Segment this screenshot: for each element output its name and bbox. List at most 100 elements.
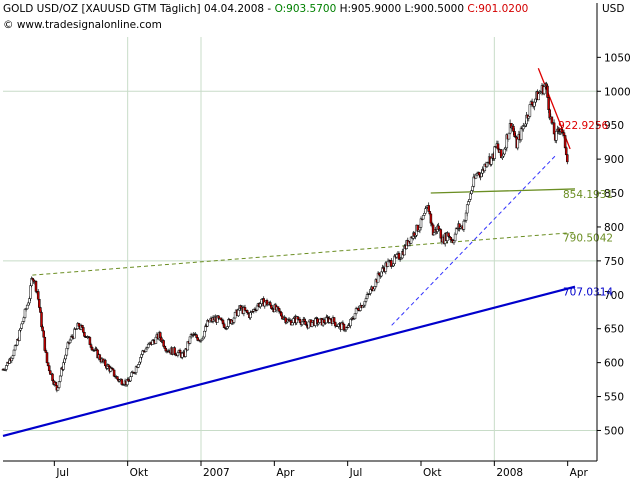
candle-body: [270, 304, 273, 309]
x-tick-label: Apr: [570, 467, 589, 479]
candle-body: [490, 157, 493, 165]
candle-body: [269, 302, 272, 306]
candle-body: [181, 352, 184, 358]
candle-body: [332, 317, 336, 323]
candle-body: [178, 349, 182, 354]
candle-body: [39, 307, 42, 313]
candle-body: [89, 344, 93, 348]
candle-body: [421, 215, 425, 220]
candle-body: [144, 348, 148, 352]
candle-body: [361, 305, 364, 309]
candle-body: [429, 213, 433, 224]
candle-body: [296, 316, 300, 320]
candle-body: [42, 330, 45, 338]
candle-body: [80, 325, 84, 328]
y-tick-label: 750: [604, 256, 624, 268]
candle-body: [44, 350, 48, 353]
candle-body: [480, 172, 483, 178]
candle-body: [503, 148, 506, 155]
y-tick-label: 800: [604, 222, 624, 234]
candle-body: [469, 193, 472, 200]
candle-body: [418, 227, 422, 231]
candle-body: [43, 336, 47, 351]
candle-body: [237, 309, 240, 317]
candle-body: [507, 132, 511, 140]
candle-body: [245, 310, 249, 313]
candle-body: [41, 326, 44, 332]
candle-body: [227, 319, 230, 327]
candle-body: [73, 328, 76, 339]
candle-body: [298, 319, 302, 323]
candle-body: [439, 229, 443, 239]
candle-body: [542, 86, 546, 95]
x-tick-label: Apr: [276, 467, 295, 479]
candle-body: [300, 321, 304, 325]
high-value: H:905.9000: [339, 3, 402, 15]
candle-body: [357, 307, 360, 311]
x-tick-label: 2008: [496, 467, 523, 479]
candle-body: [530, 101, 534, 105]
y-tick-label: 500: [604, 425, 624, 437]
candle-body: [112, 369, 116, 377]
candle-body: [432, 232, 436, 236]
candle-body: [322, 319, 326, 323]
candle-body: [173, 347, 176, 355]
candle-body: [255, 305, 259, 311]
candle-body: [386, 260, 390, 267]
candle-body: [464, 212, 468, 221]
candle-body: [68, 339, 72, 343]
y-tick-label: 950: [604, 120, 624, 132]
candle-body: [65, 348, 69, 356]
candle-body: [137, 364, 140, 368]
trend-line-blue-dashed: [391, 155, 556, 326]
candle-body: [77, 323, 81, 327]
candle-body: [154, 336, 158, 344]
candle-body: [537, 93, 540, 101]
candle-body: [13, 345, 17, 351]
y-axis: 500 550 600 650 700 750 800 850 900 950 1000 1050: [597, 52, 631, 437]
price-candles: [1, 81, 569, 393]
date-label: 04.04.2008: [203, 3, 265, 15]
candle-body: [419, 218, 423, 228]
candle-body: [380, 271, 383, 277]
candle-body: [353, 313, 357, 319]
candle-body: [34, 281, 38, 292]
candle-body: [38, 298, 41, 308]
candle-body: [64, 354, 67, 360]
candle-body: [57, 381, 61, 388]
candle-body: [54, 382, 58, 386]
candle-body: [546, 85, 549, 98]
candle-body: [140, 354, 143, 358]
trend-value-label: 854.1931: [563, 189, 613, 201]
low-value: L:900.5000: [404, 3, 465, 15]
candle-body: [516, 138, 520, 149]
candle-body: [427, 205, 430, 212]
candle-body: [63, 358, 66, 363]
candle-body: [159, 332, 162, 338]
candle-body: [263, 301, 267, 307]
candle-body: [163, 346, 166, 349]
candle-body: [363, 300, 367, 306]
candle-body: [333, 321, 337, 327]
candle-body: [243, 307, 247, 311]
candle-body: [83, 331, 86, 337]
candle-body: [493, 146, 496, 159]
candle-body: [566, 154, 569, 163]
candle-body: [120, 379, 124, 385]
candle-body: [462, 220, 466, 230]
candle-body: [116, 376, 119, 380]
candle-body: [364, 298, 368, 302]
candle-body: [27, 302, 30, 306]
candle-body: [203, 330, 206, 338]
candle-body: [82, 327, 85, 333]
candle-body: [550, 116, 554, 124]
instrument-name: GOLD USD/OZ [XAUUSD GTM: [3, 3, 157, 15]
candle-body: [527, 116, 531, 119]
candle-body: [36, 291, 40, 300]
candle-body: [29, 285, 32, 299]
y-tick-label: 650: [604, 324, 624, 336]
candle-body: [20, 323, 23, 329]
trend-value-label: 922.9256: [558, 120, 608, 132]
chart-header: GOLD USD/OZ [XAUUSD GTM Täglich] 04.04.2…: [3, 3, 529, 15]
